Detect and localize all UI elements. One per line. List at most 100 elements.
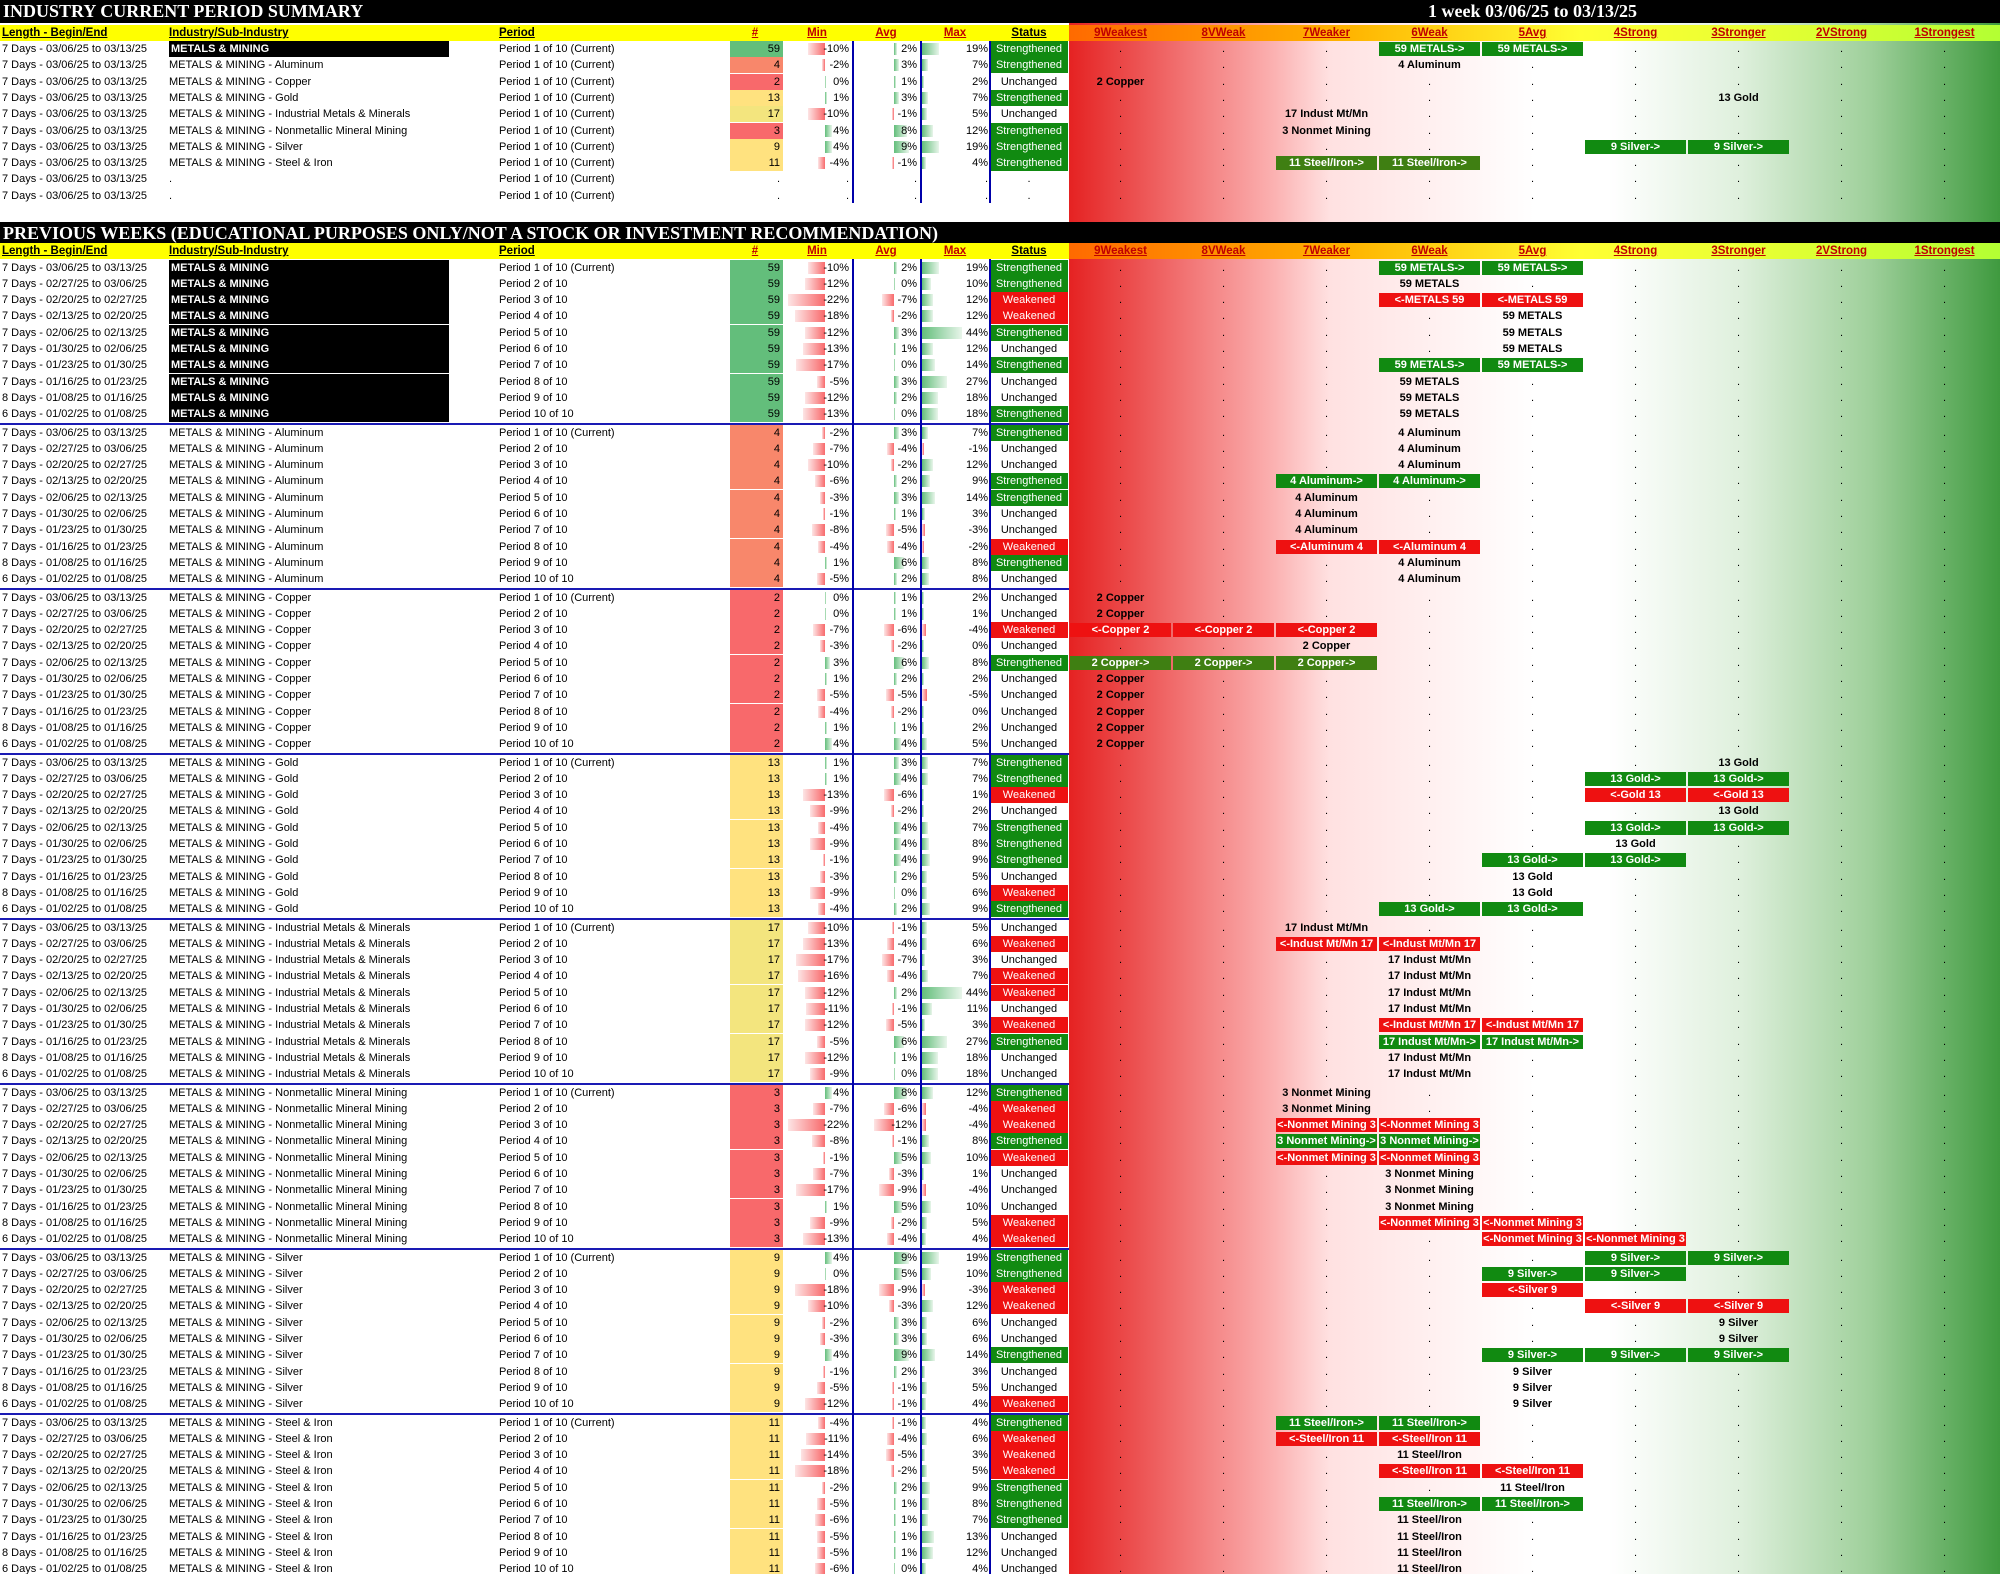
empty-dot: .	[1530, 59, 1535, 72]
count-cell: 11	[730, 1479, 783, 1496]
strength-chip: 9 Silver	[1718, 1333, 1759, 1345]
empty-dot: .	[1736, 1216, 1741, 1229]
empty-dot: .	[1427, 1481, 1432, 1494]
avg-value: -2%	[897, 459, 917, 472]
count-cell: 11	[730, 155, 783, 172]
pct-bar	[893, 1481, 898, 1494]
empty-dot: .	[1324, 1316, 1329, 1329]
empty-dot: .	[1942, 1546, 1947, 1559]
empty-dot: .	[1839, 1563, 1844, 1574]
table-row: 7 Days - 02/27/25 to 03/06/25 METALS & MI…	[0, 770, 2000, 787]
max-value: 9%	[972, 475, 988, 488]
length-cell: 7 Days - 02/27/25 to 03/06/25	[2, 772, 147, 785]
empty-dot: .	[1839, 656, 1844, 669]
count-cell: 9	[730, 1331, 783, 1347]
empty-dot: .	[1118, 986, 1123, 999]
empty-dot: .	[1427, 1267, 1432, 1280]
min-value: 0%	[833, 591, 849, 604]
empty-dot: .	[1839, 573, 1844, 586]
empty-dot: .	[1839, 59, 1844, 72]
industry-cell: METALS & MINING - Aluminum	[169, 573, 324, 586]
length-cell: 6 Days - 01/02/25 to 01/08/25	[2, 573, 147, 586]
pct-bar	[922, 475, 931, 488]
status-cell: Strengthened	[990, 770, 1068, 787]
empty-dot: .	[1736, 1449, 1741, 1462]
column-header-strength: 8VWeak	[1201, 27, 1246, 39]
empty-dot: .	[1221, 1546, 1226, 1559]
pct-bar	[922, 491, 935, 504]
strength-chip: <-Silver 9	[1585, 1299, 1686, 1314]
count-cell: 9	[730, 1363, 783, 1380]
empty-dot: .	[1530, 607, 1535, 620]
empty-dot: .	[1839, 108, 1844, 121]
pct-bar	[922, 805, 924, 818]
max-value: 5%	[972, 1381, 988, 1394]
empty-dot: .	[1427, 789, 1432, 802]
industry-cell: METALS & MINING - Nonmetallic Mineral Mi…	[169, 1184, 408, 1197]
max-value: 6%	[972, 1432, 988, 1445]
pct-bar	[893, 124, 908, 137]
column-header-row: Length - Begin/End Industry/Sub-Industry P…	[0, 25, 2000, 41]
column-header-strength: 6Weak	[1411, 245, 1448, 257]
strength-chip: 13 Gold	[1718, 756, 1759, 769]
empty-dot: .	[1221, 140, 1226, 153]
length-cell: 7 Days - 02/13/25 to 02/20/25	[2, 1300, 147, 1313]
empty-dot: .	[1530, 459, 1535, 472]
length-cell: 7 Days - 02/27/25 to 03/06/25	[2, 1267, 147, 1280]
empty-dot: .	[1839, 1498, 1844, 1510]
empty-dot: .	[1427, 640, 1432, 653]
empty-dot: .	[1427, 524, 1432, 537]
avg-value: 6%	[901, 556, 917, 569]
column-header-strength: 5Avg	[1518, 245, 1547, 257]
length-cell: 7 Days - 02/27/25 to 03/06/25	[2, 442, 147, 455]
length-cell: 7 Days - 03/06/25 to 03/13/25	[2, 756, 147, 769]
empty-dot: .	[1942, 524, 1947, 537]
status-cell: Strengthened	[990, 819, 1068, 836]
empty-dot: .	[1427, 772, 1432, 785]
empty-dot: .	[1839, 591, 1844, 604]
pct-bar	[893, 1316, 899, 1329]
table-row: 7 Days - 01/23/25 to 01/30/25 METALS & MI…	[0, 687, 2000, 704]
group-separator	[0, 918, 1069, 920]
min-value: -1%	[829, 1365, 849, 1378]
pct-bar	[825, 75, 827, 88]
min-value: 4%	[833, 1086, 849, 1099]
length-cell: 7 Days - 02/20/25 to 02/27/25	[2, 624, 147, 637]
avg-value: 2%	[901, 43, 917, 55]
avg-value: -4%	[897, 1233, 917, 1246]
period-cell: Period 9 of 10	[499, 556, 568, 569]
table-row: 8 Days - 01/08/25 to 01/16/25 METALS & MI…	[0, 1214, 2000, 1231]
pct-bar	[893, 1365, 898, 1378]
empty-dot: .	[1942, 970, 1947, 983]
max-value: 1%	[972, 1168, 988, 1180]
strength-chip: <-Nonmet Mining 3	[1276, 1150, 1377, 1165]
pct-bar	[794, 1284, 826, 1297]
max-value: -4%	[968, 624, 988, 637]
pct-bar	[922, 1300, 933, 1313]
length-cell: 7 Days - 02/13/25 to 02/20/25	[2, 1135, 147, 1148]
max-value: 0%	[972, 705, 988, 718]
industry-cell: METALS & MINING	[169, 389, 449, 406]
column-header: Max	[943, 245, 967, 257]
min-value: -7%	[829, 442, 849, 455]
pct-bar	[922, 524, 925, 537]
pct-bar	[922, 1465, 927, 1478]
empty-dot: .	[1736, 738, 1741, 751]
pct-bar	[821, 59, 826, 72]
strength-chip: 2 Copper->	[1173, 655, 1274, 670]
strength-chip: 3 Nonmet Mining	[1282, 1086, 1371, 1099]
empty-dot: .	[1633, 1498, 1638, 1510]
avg-value: 0%	[901, 1068, 917, 1081]
empty-dot: .	[1736, 491, 1741, 504]
status-cell: Unchanged	[990, 605, 1068, 622]
pct-bar	[893, 607, 896, 620]
pct-bar	[804, 326, 826, 339]
table-row: 7 Days - 01/23/25 to 01/30/25 METALS & MI…	[0, 357, 2000, 374]
industry-cell: METALS & MINING - Nonmetallic Mineral Mi…	[169, 1233, 408, 1246]
empty-dot: .	[1530, 491, 1535, 504]
empty-dot: .	[1221, 986, 1226, 999]
empty-dot: .	[1839, 408, 1844, 421]
status-cell: Strengthened	[990, 1479, 1068, 1496]
empty-dot: .	[1736, 108, 1741, 121]
empty-dot: .	[1324, 1168, 1329, 1180]
